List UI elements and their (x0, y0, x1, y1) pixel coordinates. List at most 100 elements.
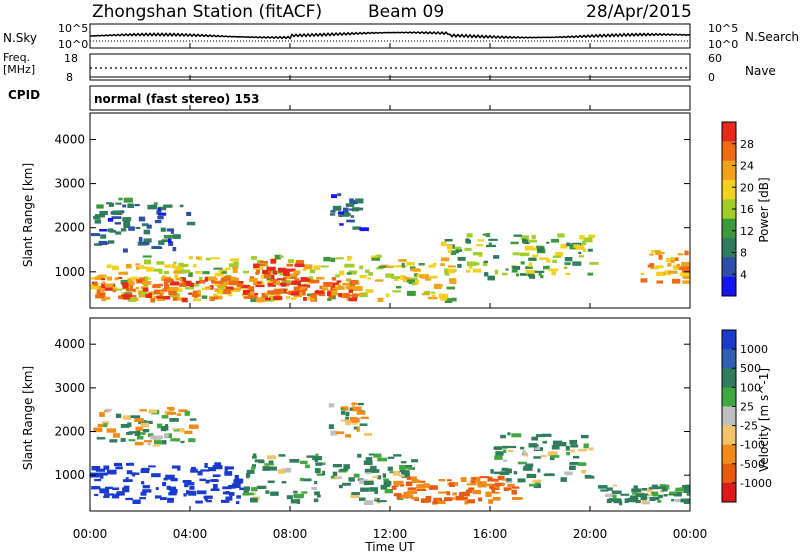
heatmap-cell (316, 494, 321, 498)
heatmap-cell (260, 282, 265, 285)
heatmap-cell (125, 263, 132, 269)
heatmap-cell (669, 491, 678, 494)
heatmap-cell (274, 254, 281, 260)
heatmap-cell (564, 257, 573, 262)
heatmap-cell (210, 296, 218, 300)
heatmap-cell (160, 227, 166, 232)
heatmap-cell (245, 473, 251, 477)
heatmap-cell (117, 276, 123, 279)
heatmap-cell (95, 214, 105, 218)
heatmap-cell (487, 275, 495, 281)
heatmap-cell (375, 279, 384, 282)
heatmap-cell (533, 483, 541, 489)
heatmap-cell (472, 252, 483, 256)
heatmap-cell (214, 272, 224, 277)
heatmap-cell (359, 292, 368, 298)
heatmap-cell (232, 268, 238, 273)
heatmap-cell (267, 455, 277, 460)
heatmap-cell (670, 259, 675, 263)
heatmap-cell (448, 265, 456, 268)
heatmap-cell (332, 282, 340, 287)
heatmap-cell (374, 497, 378, 500)
heatmap-cell (487, 478, 496, 482)
heatmap-cell (172, 297, 178, 301)
heatmap-cell (168, 492, 177, 496)
heatmap-cell (338, 484, 343, 489)
heatmap-cell (287, 259, 295, 263)
heatmap-cell (681, 268, 690, 273)
heatmap-cell (569, 462, 579, 465)
heatmap-cell (137, 435, 144, 440)
y-tick-label: 3000 (54, 381, 85, 395)
heatmap-cell (159, 290, 165, 294)
heatmap-cell (584, 475, 595, 479)
heatmap-cell (640, 278, 648, 283)
heatmap-cell (250, 297, 257, 303)
heatmap-cell (139, 497, 146, 500)
heatmap-cell (104, 287, 113, 291)
heatmap-cell (313, 498, 319, 503)
heatmap-cell (438, 293, 449, 299)
heatmap-cell (546, 241, 550, 244)
heatmap-cell (212, 465, 223, 470)
heatmap-cell (345, 420, 352, 426)
heatmap-cell (529, 483, 538, 487)
heatmap-cell (540, 455, 547, 458)
heatmap-cell (209, 479, 219, 482)
heatmap-cell (104, 283, 114, 288)
heatmap-cell (478, 255, 483, 257)
heatmap-cell (142, 281, 152, 285)
heatmap-cell (332, 205, 342, 211)
heatmap-cell (402, 473, 410, 477)
heatmap-cell (359, 265, 364, 270)
heatmap-cell (128, 226, 135, 231)
heatmap-cell (242, 289, 248, 295)
heatmap-cell (348, 270, 357, 275)
heatmap-cell (507, 449, 514, 453)
heatmap-cell (230, 258, 240, 262)
heatmap-cell (140, 491, 147, 496)
heatmap-cell (163, 433, 169, 438)
heatmap-cell (168, 241, 174, 246)
heatmap-cell (170, 230, 174, 234)
x-tick-label: 12:00 (373, 527, 408, 541)
heatmap-cell (103, 296, 111, 300)
heatmap-cell (600, 489, 609, 492)
heatmap-cell (555, 252, 564, 257)
heatmap-cell (460, 477, 467, 482)
heatmap-cell (657, 500, 662, 503)
heatmap-cell (482, 261, 488, 266)
heatmap-cell (163, 204, 173, 208)
heatmap-cell (106, 264, 112, 269)
heatmap-cell (122, 294, 133, 298)
heatmap-cell (447, 250, 452, 253)
heatmap-cell (398, 259, 407, 262)
heatmap-cell (656, 272, 664, 276)
heatmap-cell (511, 489, 517, 495)
heatmap-cell (294, 263, 305, 268)
heatmap-cell (172, 428, 178, 431)
freq-left-tick-bottom: 8 (66, 71, 73, 84)
heatmap-cell (221, 499, 230, 503)
heatmap-cell (300, 278, 311, 282)
heatmap-cell (188, 272, 193, 277)
heatmap-cell (407, 490, 418, 494)
heatmap-cell (550, 455, 560, 458)
heatmap-cell (528, 443, 538, 448)
heatmap-cell (140, 422, 150, 428)
heatmap-cell (236, 501, 240, 505)
heatmap-cell (618, 498, 622, 503)
heatmap-cell (433, 283, 441, 288)
heatmap-cell (393, 278, 399, 282)
heatmap-cell (135, 226, 141, 229)
heatmap-cell (200, 469, 210, 472)
heatmap-cell (393, 480, 404, 485)
heatmap-cell (587, 272, 594, 276)
heatmap-cell (251, 464, 256, 467)
heatmap-cell (247, 293, 256, 299)
heatmap-cell (517, 461, 527, 465)
heatmap-cell (549, 455, 555, 461)
heatmap-cell (285, 296, 290, 300)
heatmap-cell (347, 257, 352, 261)
heatmap-cell (118, 197, 123, 201)
